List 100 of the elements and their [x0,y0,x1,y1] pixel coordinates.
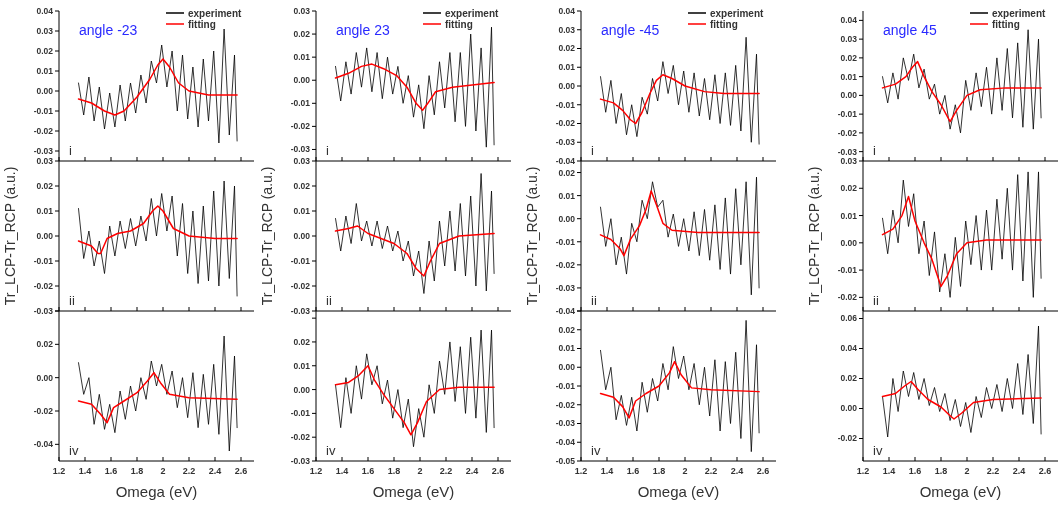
line-series [881,380,1042,420]
line-series [334,225,495,277]
y-axis-title: Tr_LCP-Tr_RCP (a.u.) [259,166,275,306]
line-series [881,60,1042,123]
line-series [599,190,760,257]
x-tick-label: 2.2 [182,466,196,476]
annotation: i [873,143,876,158]
y-tick-label: -0.02 [33,125,54,136]
y-tick-label: -0.02 [555,259,576,270]
y-tick-label: -0.05 [555,455,576,466]
x-axis-title: Omega (eV) [919,483,1002,500]
y-tick-label: 0.00 [840,237,858,248]
y-tick-label: 0.00 [293,230,311,241]
x-tick-label: 2.2 [986,466,1000,476]
line-series [78,335,238,452]
x-tick-label: 2.6 [491,466,505,476]
x-tick-label: 2.4 [730,466,744,476]
y-tick-label: 0.02 [36,180,54,191]
annotation: iv [326,443,336,458]
y-tick-label: 0.04 [840,343,858,354]
annotation: i [326,143,329,158]
y-tick-label: -0.02 [837,292,858,303]
y-tick-label: 0.03 [36,25,54,36]
y-tick-label: -0.04 [555,305,576,316]
y-tick-label: -0.04 [555,155,576,166]
x-tick-label: 2 [160,466,166,476]
annotation: iv [873,443,883,458]
y-tick-label: 0.00 [36,230,54,241]
y-tick-label: 0.02 [840,52,858,63]
y-tick-label: 0.02 [558,324,576,335]
line-series [77,58,238,116]
x-tick-label: 2.6 [234,466,248,476]
y-axis-title: Tr_LCP-Tr_RCP (a.u.) [806,166,822,306]
x-tick-label: 2.6 [1038,466,1052,476]
text: angle 23 [336,22,390,38]
y-tick-label: -0.04 [33,439,54,450]
y-axis-title: Tr_LCP-Tr_RCP (a.u.) [524,166,540,306]
y-tick-label: 0.00 [36,372,54,383]
y-tick-label: 0.00 [293,384,311,395]
y-tick-label: 0.03 [840,34,858,45]
x-tick-label: 2.4 [1012,466,1026,476]
x-tick-label: 2.6 [756,466,770,476]
annotation: i [591,143,594,158]
y-tick-label: 0.00 [293,75,311,86]
y-tick-label: 0.01 [840,210,858,221]
y-tick-label: -0.01 [555,236,576,247]
x-tick-label: 1.6 [361,466,375,476]
y-tick-label: 0.02 [840,373,858,384]
y-tick-label: -0.01 [837,109,858,120]
line-series [334,365,495,436]
y-tick-label: 0.02 [293,336,311,347]
y-tick-label: 0.01 [293,52,311,63]
y-tick-label: 0.03 [293,155,311,166]
line-series [882,171,1042,298]
y-tick-label: 0.02 [558,167,576,178]
y-tick-label: -0.03 [555,282,576,293]
x-tick-label: 1.2 [309,466,323,476]
line-series [77,205,238,255]
legend-label: fitting [188,18,216,30]
line-series [600,36,760,145]
x-tick-label: 1.2 [856,466,870,476]
legend-label: experiment [710,7,765,19]
y-tick-label: 0.02 [36,45,54,56]
y-tick-label: -0.03 [33,145,54,156]
text: angle -45 [601,22,660,38]
y-tick-label: 0.01 [558,190,576,201]
y-tick-label: -0.03 [290,305,311,316]
y-tick-label: 0.00 [840,403,858,414]
y-tick-label: 0.00 [840,90,858,101]
y-tick-label: -0.03 [555,418,576,429]
x-axis-title: Omega (eV) [637,483,720,500]
y-tick-label: 0.00 [36,85,54,96]
legend-label: experiment [445,7,500,19]
y-tick-label: 0.04 [36,5,54,16]
y-tick-label: -0.03 [290,144,311,155]
y-tick-label: -0.01 [33,255,54,266]
y-tick-label: 0.03 [558,24,576,35]
annotation: iv [591,443,601,458]
y-tick-label: -0.04 [555,437,576,448]
text: angle 45 [883,22,937,38]
x-tick-label: 1.8 [387,466,401,476]
line-series [78,180,238,297]
line-series [335,329,495,448]
y-tick-label: 0.00 [558,213,576,224]
y-tick-label: 0.02 [293,29,311,40]
line-series [335,173,495,294]
y-tick-label: 0.03 [293,5,311,16]
legend-label: experiment [992,7,1047,19]
y-tick-label: 0.01 [36,205,54,216]
y-tick-label: 0.01 [840,71,858,82]
line-series [600,176,760,296]
y-tick-label: 0.00 [558,80,576,91]
line-series [599,74,760,125]
x-tick-label: 2.4 [465,466,479,476]
y-tick-label: 0.01 [293,360,311,371]
x-tick-label: 1.6 [626,466,640,476]
y-tick-label: -0.02 [33,405,54,416]
y-tick-label: -0.02 [837,433,858,444]
y-tick-label: 0.02 [558,43,576,54]
x-tick-label: 1.4 [335,466,349,476]
